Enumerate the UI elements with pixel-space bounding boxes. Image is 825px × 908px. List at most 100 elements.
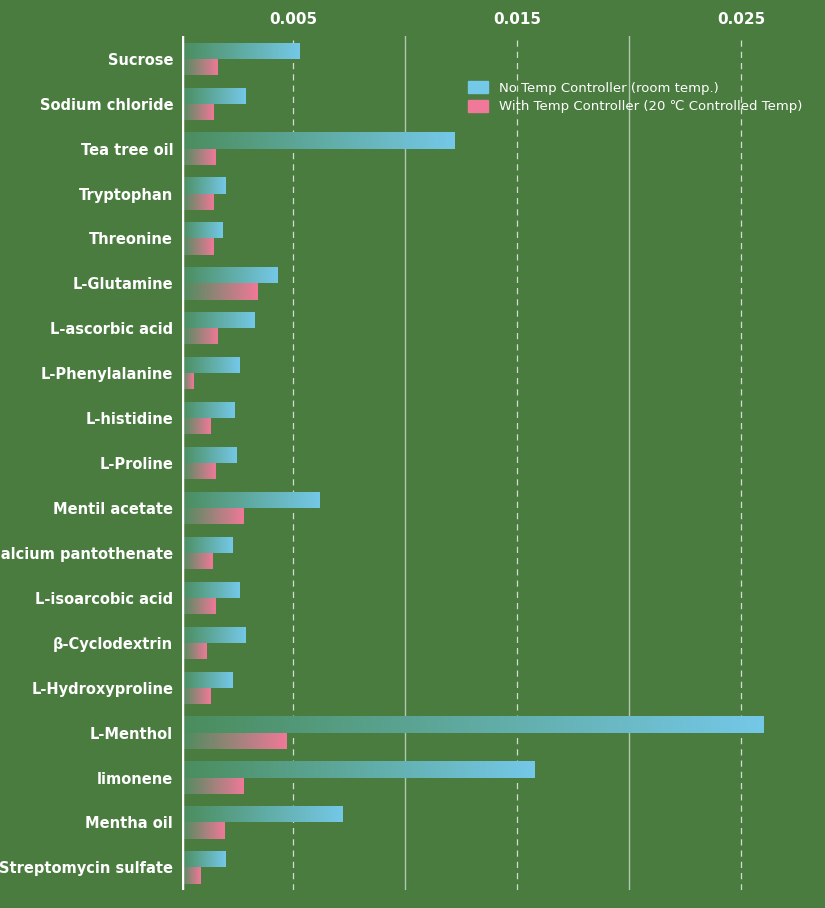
Bar: [545, 716, 549, 733]
Bar: [534, 716, 536, 733]
Bar: [284, 762, 286, 777]
Bar: [323, 133, 325, 149]
Bar: [185, 762, 186, 777]
Bar: [363, 133, 365, 149]
Bar: [332, 762, 333, 777]
Bar: [238, 133, 239, 149]
Bar: [639, 716, 642, 733]
Bar: [340, 133, 342, 149]
Bar: [474, 762, 475, 777]
Bar: [397, 716, 400, 733]
Bar: [592, 716, 595, 733]
Bar: [347, 716, 351, 733]
Bar: [490, 716, 493, 733]
Bar: [250, 133, 251, 149]
Bar: [266, 762, 268, 777]
Bar: [437, 133, 438, 149]
Bar: [353, 762, 355, 777]
Bar: [362, 133, 363, 149]
Bar: [252, 762, 254, 777]
Bar: [210, 133, 211, 149]
Bar: [752, 716, 755, 733]
Bar: [261, 762, 263, 777]
Bar: [290, 716, 292, 733]
Bar: [438, 762, 440, 777]
Bar: [691, 716, 694, 733]
Bar: [310, 133, 311, 149]
Bar: [444, 133, 446, 149]
Bar: [364, 762, 365, 777]
Bar: [210, 716, 214, 733]
Bar: [279, 133, 280, 149]
Bar: [234, 716, 237, 733]
Bar: [520, 762, 521, 777]
Bar: [394, 716, 397, 733]
Bar: [252, 716, 254, 733]
Bar: [232, 133, 233, 149]
Bar: [453, 133, 455, 149]
Bar: [330, 716, 332, 733]
Bar: [720, 716, 723, 733]
Bar: [412, 762, 413, 777]
Bar: [369, 133, 370, 149]
Bar: [426, 716, 429, 733]
Bar: [235, 133, 236, 149]
Bar: [359, 133, 361, 149]
Bar: [277, 716, 281, 733]
Bar: [243, 133, 244, 149]
Bar: [319, 133, 321, 149]
Bar: [240, 133, 242, 149]
Bar: [225, 716, 228, 733]
Bar: [358, 133, 359, 149]
Bar: [423, 133, 425, 149]
Bar: [295, 716, 298, 733]
Bar: [431, 716, 435, 733]
Bar: [313, 133, 314, 149]
Bar: [199, 762, 201, 777]
Bar: [700, 716, 703, 733]
Bar: [511, 762, 512, 777]
Bar: [201, 762, 203, 777]
Bar: [481, 716, 484, 733]
Bar: [503, 762, 505, 777]
Bar: [370, 133, 371, 149]
Bar: [257, 133, 258, 149]
Bar: [458, 716, 461, 733]
Bar: [296, 133, 298, 149]
Bar: [429, 716, 431, 733]
Bar: [388, 133, 389, 149]
Bar: [380, 762, 381, 777]
Bar: [418, 762, 420, 777]
Bar: [259, 133, 261, 149]
Bar: [268, 762, 270, 777]
Bar: [339, 762, 341, 777]
Bar: [261, 133, 262, 149]
Bar: [336, 716, 339, 733]
Bar: [444, 716, 446, 733]
Bar: [635, 716, 639, 733]
Bar: [361, 762, 362, 777]
Bar: [398, 133, 400, 149]
Bar: [536, 716, 540, 733]
Bar: [540, 716, 543, 733]
Bar: [381, 133, 382, 149]
Bar: [554, 716, 557, 733]
Bar: [306, 133, 307, 149]
Bar: [563, 716, 566, 733]
Bar: [761, 716, 764, 733]
Bar: [455, 762, 458, 777]
Bar: [472, 762, 474, 777]
Bar: [191, 762, 192, 777]
Bar: [586, 716, 589, 733]
Bar: [300, 762, 302, 777]
Bar: [284, 716, 286, 733]
Bar: [328, 762, 330, 777]
Bar: [219, 133, 221, 149]
Bar: [296, 762, 299, 777]
Bar: [270, 762, 271, 777]
Bar: [186, 762, 189, 777]
Bar: [183, 133, 184, 149]
Bar: [339, 716, 342, 733]
Bar: [367, 133, 369, 149]
Bar: [271, 133, 273, 149]
